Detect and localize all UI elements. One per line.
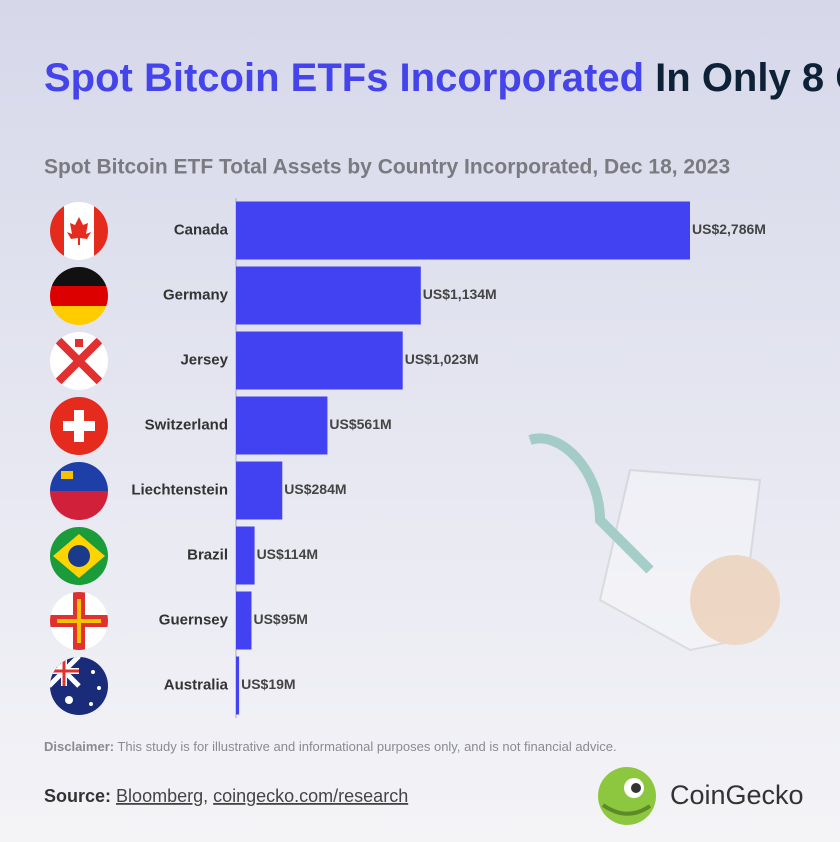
value-label: US$1,023M xyxy=(405,351,479,367)
bar xyxy=(236,461,283,520)
bar xyxy=(236,591,252,650)
brand-name: CoinGecko xyxy=(670,780,804,810)
category-label: Brazil xyxy=(187,546,228,563)
bar xyxy=(236,656,240,715)
value-label: US$561M xyxy=(329,416,391,432)
disclaimer-text: This study is for illustrative and infor… xyxy=(117,739,616,754)
category-label: Jersey xyxy=(180,351,228,368)
category-label: Australia xyxy=(164,676,229,693)
decoration xyxy=(528,433,780,652)
category-label: Germany xyxy=(163,286,229,303)
chart-subtitle: Spot Bitcoin ETF Total Assets by Country… xyxy=(44,156,730,179)
bar xyxy=(236,331,403,390)
value-label: US$284M xyxy=(284,481,346,497)
category-label: Guernsey xyxy=(159,611,229,628)
value-label: US$19M xyxy=(241,676,295,692)
title-text: In Only 8 Countries Globally, For Now xyxy=(655,56,840,100)
category-label: Canada xyxy=(174,221,229,238)
category-label: Liechtenstein xyxy=(131,481,228,498)
value-label: US$114M xyxy=(257,546,318,562)
source-link[interactable]: coingecko.com/research xyxy=(213,786,408,806)
value-label: US$95M xyxy=(253,611,307,627)
source-label: Source: xyxy=(44,786,111,806)
category-label: Switzerland xyxy=(145,416,228,433)
bar xyxy=(236,526,255,585)
source: Source: Bloomberg, coingecko.com/researc… xyxy=(44,786,408,806)
value-label: US$2,786M xyxy=(692,221,766,237)
brand-logo xyxy=(598,767,656,825)
source-separator: , xyxy=(203,786,213,806)
title-highlight: Spot Bitcoin ETFs Incorporated xyxy=(44,56,644,100)
disclaimer-label: Disclaimer: xyxy=(44,739,114,754)
value-label: US$1,134M xyxy=(423,286,497,302)
bar xyxy=(236,266,421,325)
bar xyxy=(236,201,690,260)
disclaimer: Disclaimer: This study is for illustrati… xyxy=(44,739,617,754)
bar xyxy=(236,396,328,455)
bars: Canada US$2,786M Germany US$1,134M Jersey US$… xyxy=(131,201,766,715)
source-link[interactable]: Bloomberg xyxy=(116,786,203,806)
chart-title: Spot Bitcoin ETFs Incorporated In Only 8… xyxy=(44,56,840,100)
